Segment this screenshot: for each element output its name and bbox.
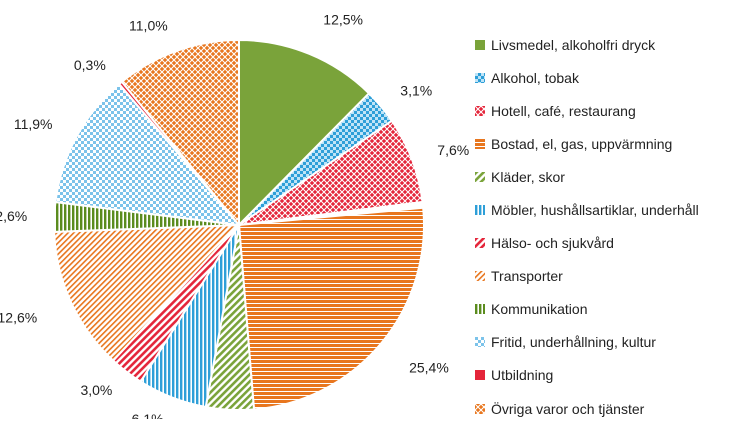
legend-item: Transporter xyxy=(475,260,746,293)
data-label: 2,6% xyxy=(0,208,27,224)
legend-label: Alkohol, tobak xyxy=(491,69,579,86)
legend-item: Möbler, hushållsartiklar, underhåll xyxy=(475,193,746,226)
legend-item: Bostad, el, gas, uppvärmning xyxy=(475,127,746,160)
data-label: 7,6% xyxy=(437,142,469,158)
data-label: 12,6% xyxy=(0,310,37,326)
legend-swatch xyxy=(475,105,485,116)
legend-label: Hotell, café, restaurang xyxy=(491,102,636,119)
legend-item: Kommunikation xyxy=(475,293,746,326)
legend-swatch xyxy=(475,138,485,149)
legend-swatch xyxy=(475,271,485,282)
data-label: 11,9% xyxy=(14,116,53,132)
legend-label: Kommunikation xyxy=(491,301,588,318)
legend-swatch xyxy=(475,238,485,249)
data-label: 25,4% xyxy=(409,360,449,376)
legend-label: Bostad, el, gas, uppvärmning xyxy=(491,135,673,152)
pie-slices xyxy=(53,38,425,411)
legend-swatch xyxy=(475,304,485,315)
legend-item: Utbildning xyxy=(475,359,746,392)
legend-swatch xyxy=(475,39,485,50)
legend-item: Hotell, café, restaurang xyxy=(475,94,746,127)
legend-label: Övriga varor och tjänster xyxy=(491,400,645,417)
legend: Livsmedel, alkoholfri dryck Alkohol, toba… xyxy=(475,28,746,425)
legend-swatch xyxy=(475,370,485,381)
data-label: 6,1% xyxy=(132,411,164,419)
data-label: 11,0% xyxy=(129,17,168,33)
legend-label: Transporter xyxy=(491,268,563,285)
legend-label: Fritid, underhållning, kultur xyxy=(491,334,656,351)
pie-slice xyxy=(237,206,425,411)
legend-item: Kläder, skor xyxy=(475,160,746,193)
pie-slice xyxy=(54,82,242,227)
legend-item: Alkohol, tobak xyxy=(475,61,746,94)
legend-swatch xyxy=(475,403,485,414)
legend-label: Utbildning xyxy=(491,367,554,384)
data-label: 12,5% xyxy=(323,12,363,28)
legend-swatch xyxy=(475,72,485,83)
data-label: 3,1% xyxy=(400,83,432,99)
legend-item: Livsmedel, alkoholfri dryck xyxy=(475,28,746,61)
legend-label: Hälso- och sjukvård xyxy=(491,235,614,252)
legend-label: Kläder, skor xyxy=(491,168,565,185)
legend-label: Möbler, hushållsartiklar, underhåll xyxy=(491,202,699,219)
data-label: 3,0% xyxy=(80,382,112,398)
legend-swatch xyxy=(475,205,485,216)
pie-slice xyxy=(120,38,240,228)
legend-item: Fritid, underhållning, kultur xyxy=(475,326,746,359)
legend-swatch xyxy=(475,171,485,182)
legend-swatch xyxy=(475,337,485,348)
pie-slice xyxy=(53,223,242,363)
legend-label: Livsmedel, alkoholfri dryck xyxy=(491,36,656,53)
pie-slice xyxy=(238,38,371,228)
legend-item: Övriga varor och tjänster xyxy=(475,392,746,425)
pie-labels: 12,5% 3,1% 7,6% 25,4% 6,1% 3,0% 12,6% 2,6% 11,9%… xyxy=(0,12,469,419)
data-label: 0,3% xyxy=(74,57,106,73)
legend-item: Hälso- och sjukvård xyxy=(475,227,746,260)
